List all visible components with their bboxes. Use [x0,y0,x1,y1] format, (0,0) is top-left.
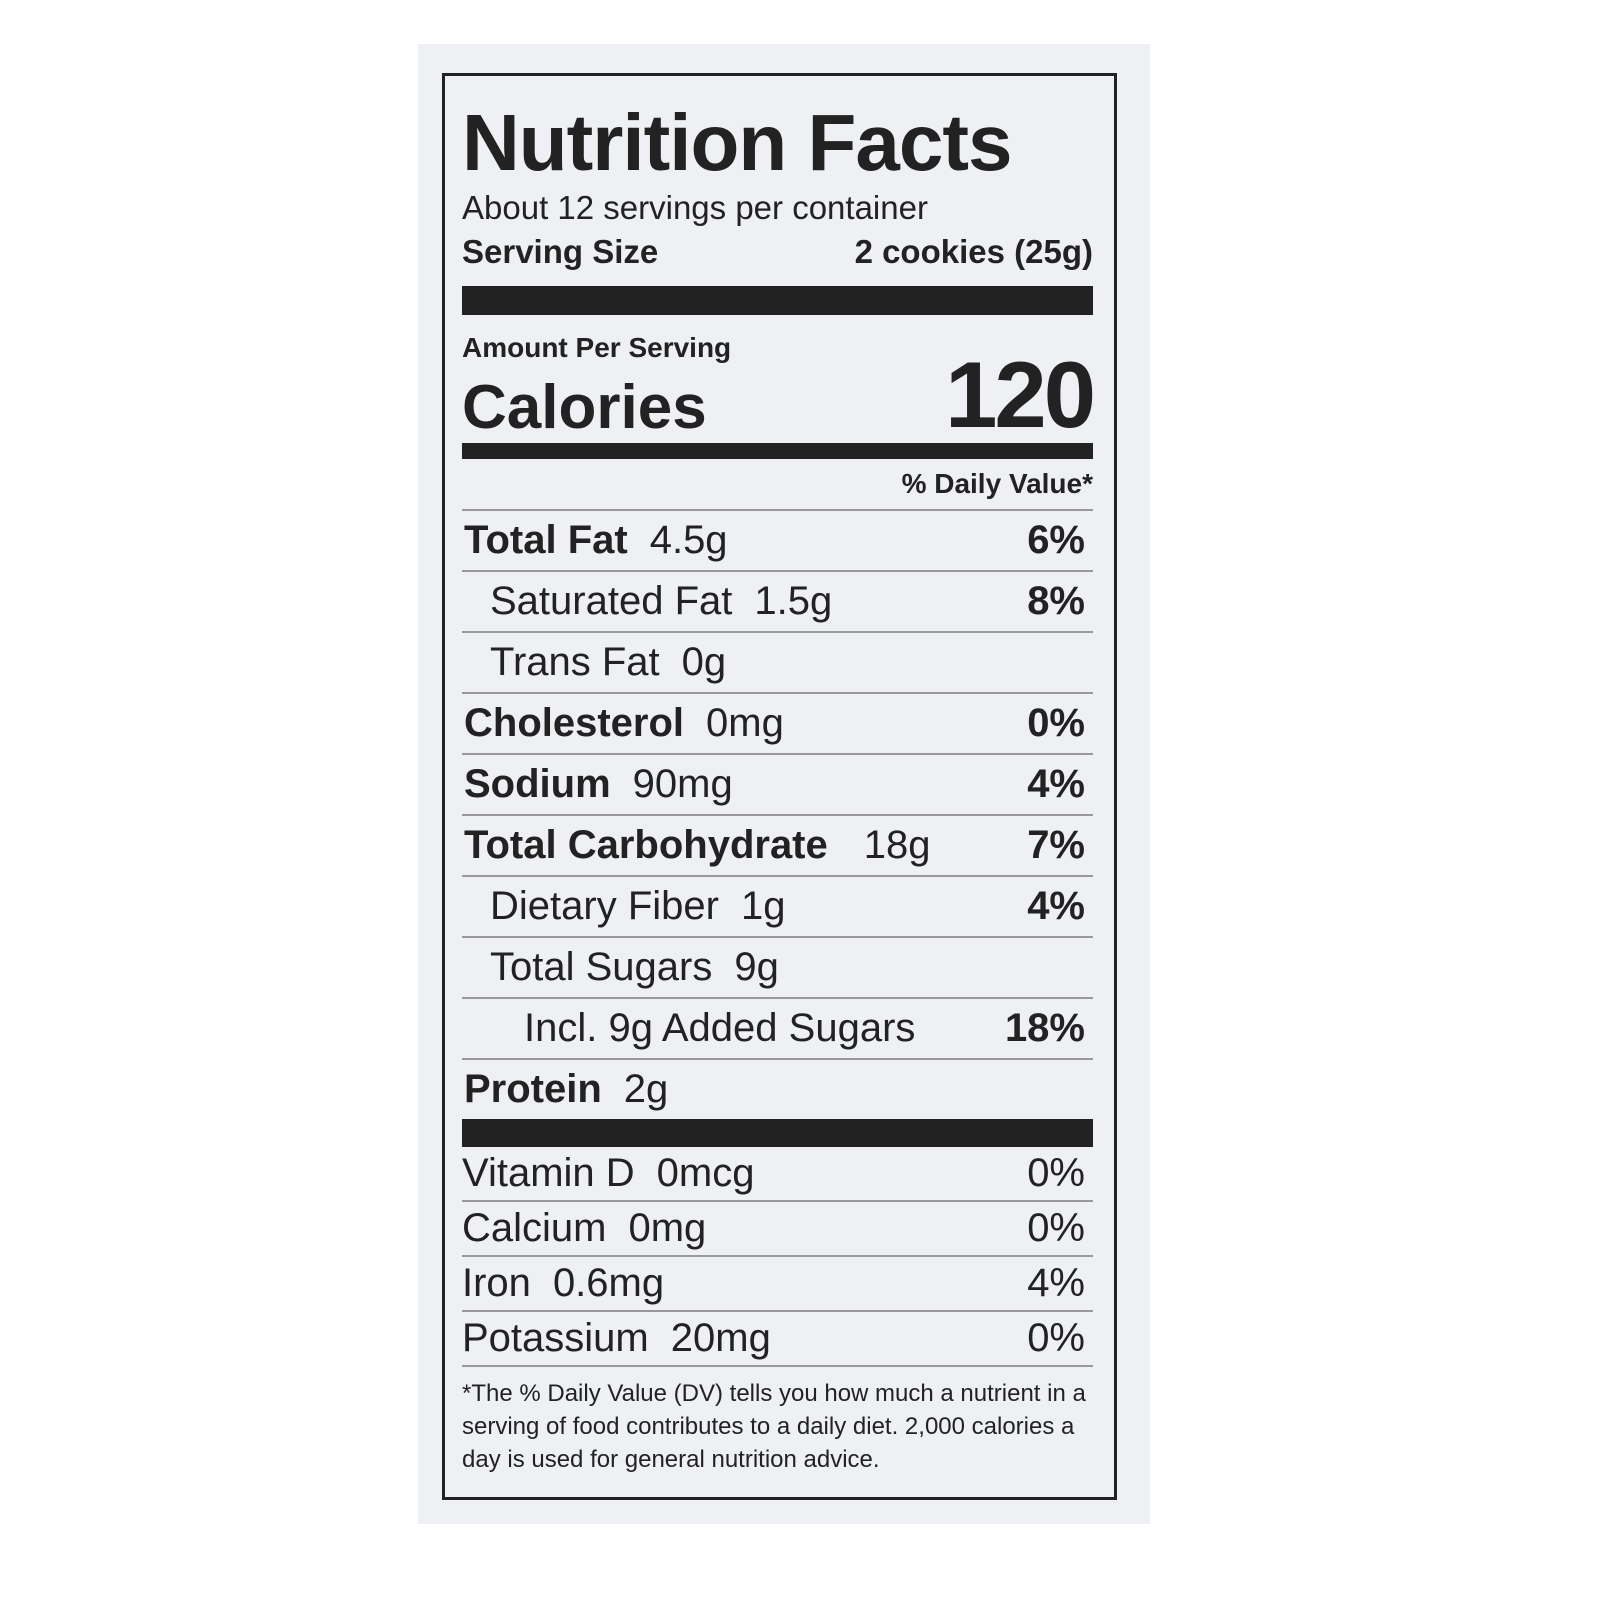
nutrient-amount: 90mg [632,762,733,806]
serving-size: Serving Size 2 cookies (25g) [462,228,1093,276]
nutrient-amount: 4.5g [649,518,728,562]
nutrient-amount: 1.5g [754,579,833,623]
vitamins: Vitamin D 0mcg 0% Calcium 0mg 0% Iron 0.6mg 4% Po… [462,1147,1093,1367]
nutrient-name: Sodium [464,762,611,806]
nutrient-name: Total Fat [464,518,628,562]
vitamin-dv: 0% [1027,1151,1085,1195]
footnote: *The % Daily Value (DV) tells you how mu… [462,1380,1086,1473]
vitamin-amount: 0mg [628,1206,707,1250]
nutrient-row: Dietary Fiber 1g 4% [462,877,1093,938]
nutrient-amount: 0g [681,640,727,684]
calories: Calories 120 [462,347,1096,443]
nutrient-row: Incl. 9g Added Sugars 18% [462,999,1093,1060]
nutrient-dv: 4% [1027,884,1085,928]
nutrient-name: Total Carbohydrate [464,823,828,867]
vitamin-name: Calcium [462,1206,607,1250]
nutrient-amount: 2g [623,1067,669,1111]
serving-size-value: 2 cookies (25g) [854,233,1093,270]
nutrient-row: Total Carbohydrate 18g 7% [462,816,1093,877]
vitamin-row: Vitamin D 0mcg 0% [462,1147,1093,1202]
nutrient-row: Total Fat 4.5g 6% [462,511,1093,572]
vitamin-dv: 0% [1027,1316,1085,1360]
nutrient-dv: 7% [1027,823,1085,867]
nutrient-dv: 0% [1027,701,1085,745]
label-content: Nutrition Facts About 12 servings per co… [462,76,1096,1476]
vitamin-name: Potassium [462,1316,649,1360]
nutrient-row: Trans Fat 0g [462,633,1093,694]
vitamin-dv: 4% [1027,1261,1085,1305]
servings: About 12 servings per container [462,189,928,226]
nutrient-dv: 6% [1027,518,1085,562]
nutrient-row: Sodium 90mg 4% [462,755,1093,816]
calories-label: Calories [462,373,707,442]
nutrient-dv: 4% [1027,762,1085,806]
nutrients: Total Fat 4.5g 6% Saturated Fat 1.5g 8% Trans … [462,511,1093,1119]
nutrient-row: Cholesterol 0mg 0% [462,694,1093,755]
thick-bar [462,443,1093,459]
nutrient-amount: 9g [734,945,779,989]
vitamin-dv: 0% [1027,1206,1085,1250]
title: Nutrition Facts [462,98,1012,187]
calories-value: 120 [945,342,1096,447]
vitamin-amount: 20mg [670,1316,771,1360]
vitamin-name: Iron [462,1261,531,1305]
nutrient-amount: 0mg [706,701,784,745]
vitamin-amount: 0mcg [656,1151,755,1195]
vitamin-row: Potassium 20mg 0% [462,1312,1093,1367]
serving-size-label: Serving Size [462,233,659,270]
nutrient-name: Total Sugars [490,945,713,989]
nutrient-amount: 18g [863,823,931,867]
vitamin-amount: 0.6mg [552,1261,665,1305]
nutrient-name: Saturated Fat [490,579,733,623]
nutrient-name: Dietary Fiber [490,884,719,928]
vitamin-row: Calcium 0mg 0% [462,1202,1093,1257]
amount-per-serving: Amount Per Serving [462,332,732,363]
vitamin-name: Vitamin D [462,1151,635,1195]
nutrient-name: Trans Fat [490,640,660,684]
vitamin-row: Iron 0.6mg 4% [462,1257,1093,1312]
nutrient-dv: 18% [1004,1006,1085,1050]
thick-bar [462,1119,1093,1147]
nutrient-amount: 1g [740,884,786,928]
thick-bar [462,286,1093,315]
nutrition-label: Nutrition Facts About 12 servings per co… [442,73,1117,1500]
nutrient-name: Protein [464,1067,602,1111]
nutrient-dv: 8% [1027,579,1085,623]
nutrient-name: Incl. 9g Added Sugars [524,1006,916,1050]
nutrient-row: Total Sugars 9g [462,938,1093,999]
nutrient-row: Saturated Fat 1.5g 8% [462,572,1093,633]
nutrient-row: Protein 2g [462,1060,1093,1119]
dv-header: % Daily Value* [462,459,1093,511]
nutrient-name: Cholesterol [464,701,685,745]
